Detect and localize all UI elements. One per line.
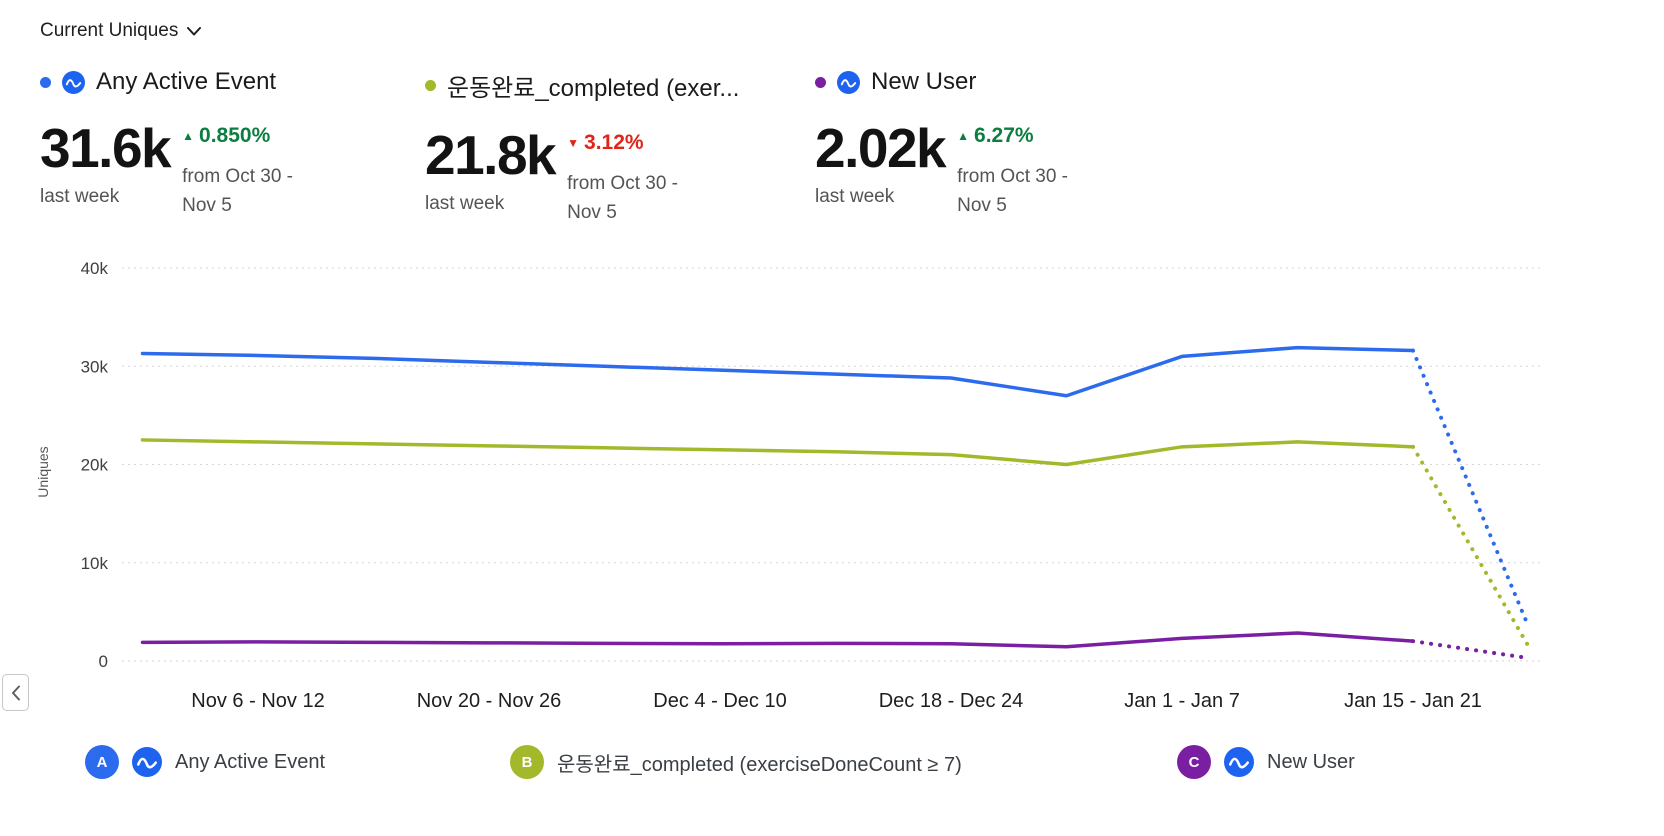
x-tick-label: Dec 18 - Dec 24 — [879, 690, 1024, 712]
metric-selector-label: Current Uniques — [40, 20, 179, 41]
x-tick-label: Dec 4 - Dec 10 — [653, 690, 786, 712]
metric-delta: ▲ 0.850% — [182, 124, 310, 148]
metric-value: 2.02k — [815, 117, 947, 179]
metric-period: last week — [40, 186, 120, 208]
amplitude-event-icon — [837, 70, 860, 94]
series-line — [140, 631, 1415, 649]
series-line-projected — [1411, 348, 1531, 629]
delta-value: 6.27% — [974, 124, 1034, 147]
legend-item-c[interactable]: C New User — [1177, 745, 1355, 779]
delta-value: 3.12% — [584, 131, 644, 154]
metric-value: 31.6k — [40, 117, 172, 179]
amplitude-event-icon — [1224, 747, 1254, 777]
legend-label: New User — [1267, 750, 1355, 773]
series-line — [140, 438, 1415, 467]
y-tick-label: 20k — [81, 456, 109, 475]
chevron-left-icon — [11, 685, 20, 700]
y-tick-label: 40k — [81, 260, 109, 278]
metric-period: last week — [815, 186, 895, 208]
metric-delta: ▲ 6.27% — [957, 124, 1085, 148]
series-label: Any Active Event — [96, 68, 277, 95]
metric-selector[interactable]: Current Uniques — [40, 20, 202, 42]
legend-item-b[interactable]: B 운동완료_completed (exerciseDoneCount ≥ 7) — [510, 745, 962, 779]
x-tick-label: Jan 1 - Jan 7 — [1124, 690, 1240, 712]
legend-item-a[interactable]: A Any Active Event — [85, 745, 325, 779]
metric-card-new-user: New User 2.02k last week ▲ 6.27% from Oc… — [815, 68, 1085, 221]
metric-card-exercise-completed: 운동완료_completed (exer... 21.8k last week … — [425, 68, 739, 228]
series-color-dot — [815, 76, 826, 88]
legend-badge-a: A — [85, 745, 119, 779]
series-color-dot — [40, 76, 51, 88]
legend-badge-c: C — [1177, 745, 1211, 779]
metric-card-any-active-event: Any Active Event 31.6k last week ▲ 0.850… — [40, 68, 310, 221]
series-label: 운동완료_completed (exer... — [447, 75, 740, 102]
comparison-period: from Oct 30 - Nov 5 — [567, 173, 678, 224]
series-line — [140, 345, 1415, 398]
delta-arrow-icon: ▲ — [957, 129, 970, 143]
y-axis-title: Uniques — [35, 446, 51, 497]
series-color-dot — [425, 80, 436, 91]
legend-label: 운동완료_completed (exerciseDoneCount ≥ 7) — [557, 753, 962, 776]
y-tick-label: 10k — [81, 554, 109, 573]
uniques-line-chart[interactable]: 0 10k 20k 30k 40k Nov 6 - Nov 12 Nov 20 - Nov … — [0, 260, 1664, 720]
series-header-b[interactable]: 운동완료_completed (exer... — [425, 68, 739, 103]
legend-label: Any Active Event — [175, 750, 326, 773]
chart-canvas[interactable]: 0 10k 20k 30k 40k Nov 6 - Nov 12 Nov 20 - Nov … — [0, 260, 1664, 720]
x-tick-label: Nov 6 - Nov 12 — [191, 690, 324, 712]
series-line-projected — [1411, 444, 1531, 649]
amplitude-event-icon — [132, 747, 162, 777]
collapse-panel-button[interactable] — [2, 674, 29, 711]
series-label: New User — [871, 68, 977, 95]
y-tick-label: 30k — [81, 357, 109, 376]
metric-period: last week — [425, 193, 505, 215]
comparison-period: from Oct 30 - Nov 5 — [957, 166, 1068, 217]
x-tick-label: Jan 15 - Jan 21 — [1344, 690, 1482, 712]
series-header-c[interactable]: New User — [815, 68, 1085, 96]
series-line-projected — [1411, 639, 1531, 661]
delta-value: 0.850% — [199, 124, 271, 147]
amplitude-event-icon — [62, 70, 85, 94]
metric-value: 21.8k — [425, 124, 557, 186]
comparison-period: from Oct 30 - Nov 5 — [182, 166, 293, 217]
legend-badge-b: B — [510, 745, 544, 779]
chevron-down-icon — [187, 26, 202, 35]
series-header-a[interactable]: Any Active Event — [40, 68, 310, 96]
x-tick-label: Nov 20 - Nov 26 — [417, 690, 562, 712]
metric-delta: ▼ 3.12% — [567, 131, 695, 155]
y-tick-label: 0 — [99, 652, 108, 671]
delta-arrow-icon: ▼ — [567, 136, 580, 150]
delta-arrow-icon: ▲ — [182, 129, 195, 143]
